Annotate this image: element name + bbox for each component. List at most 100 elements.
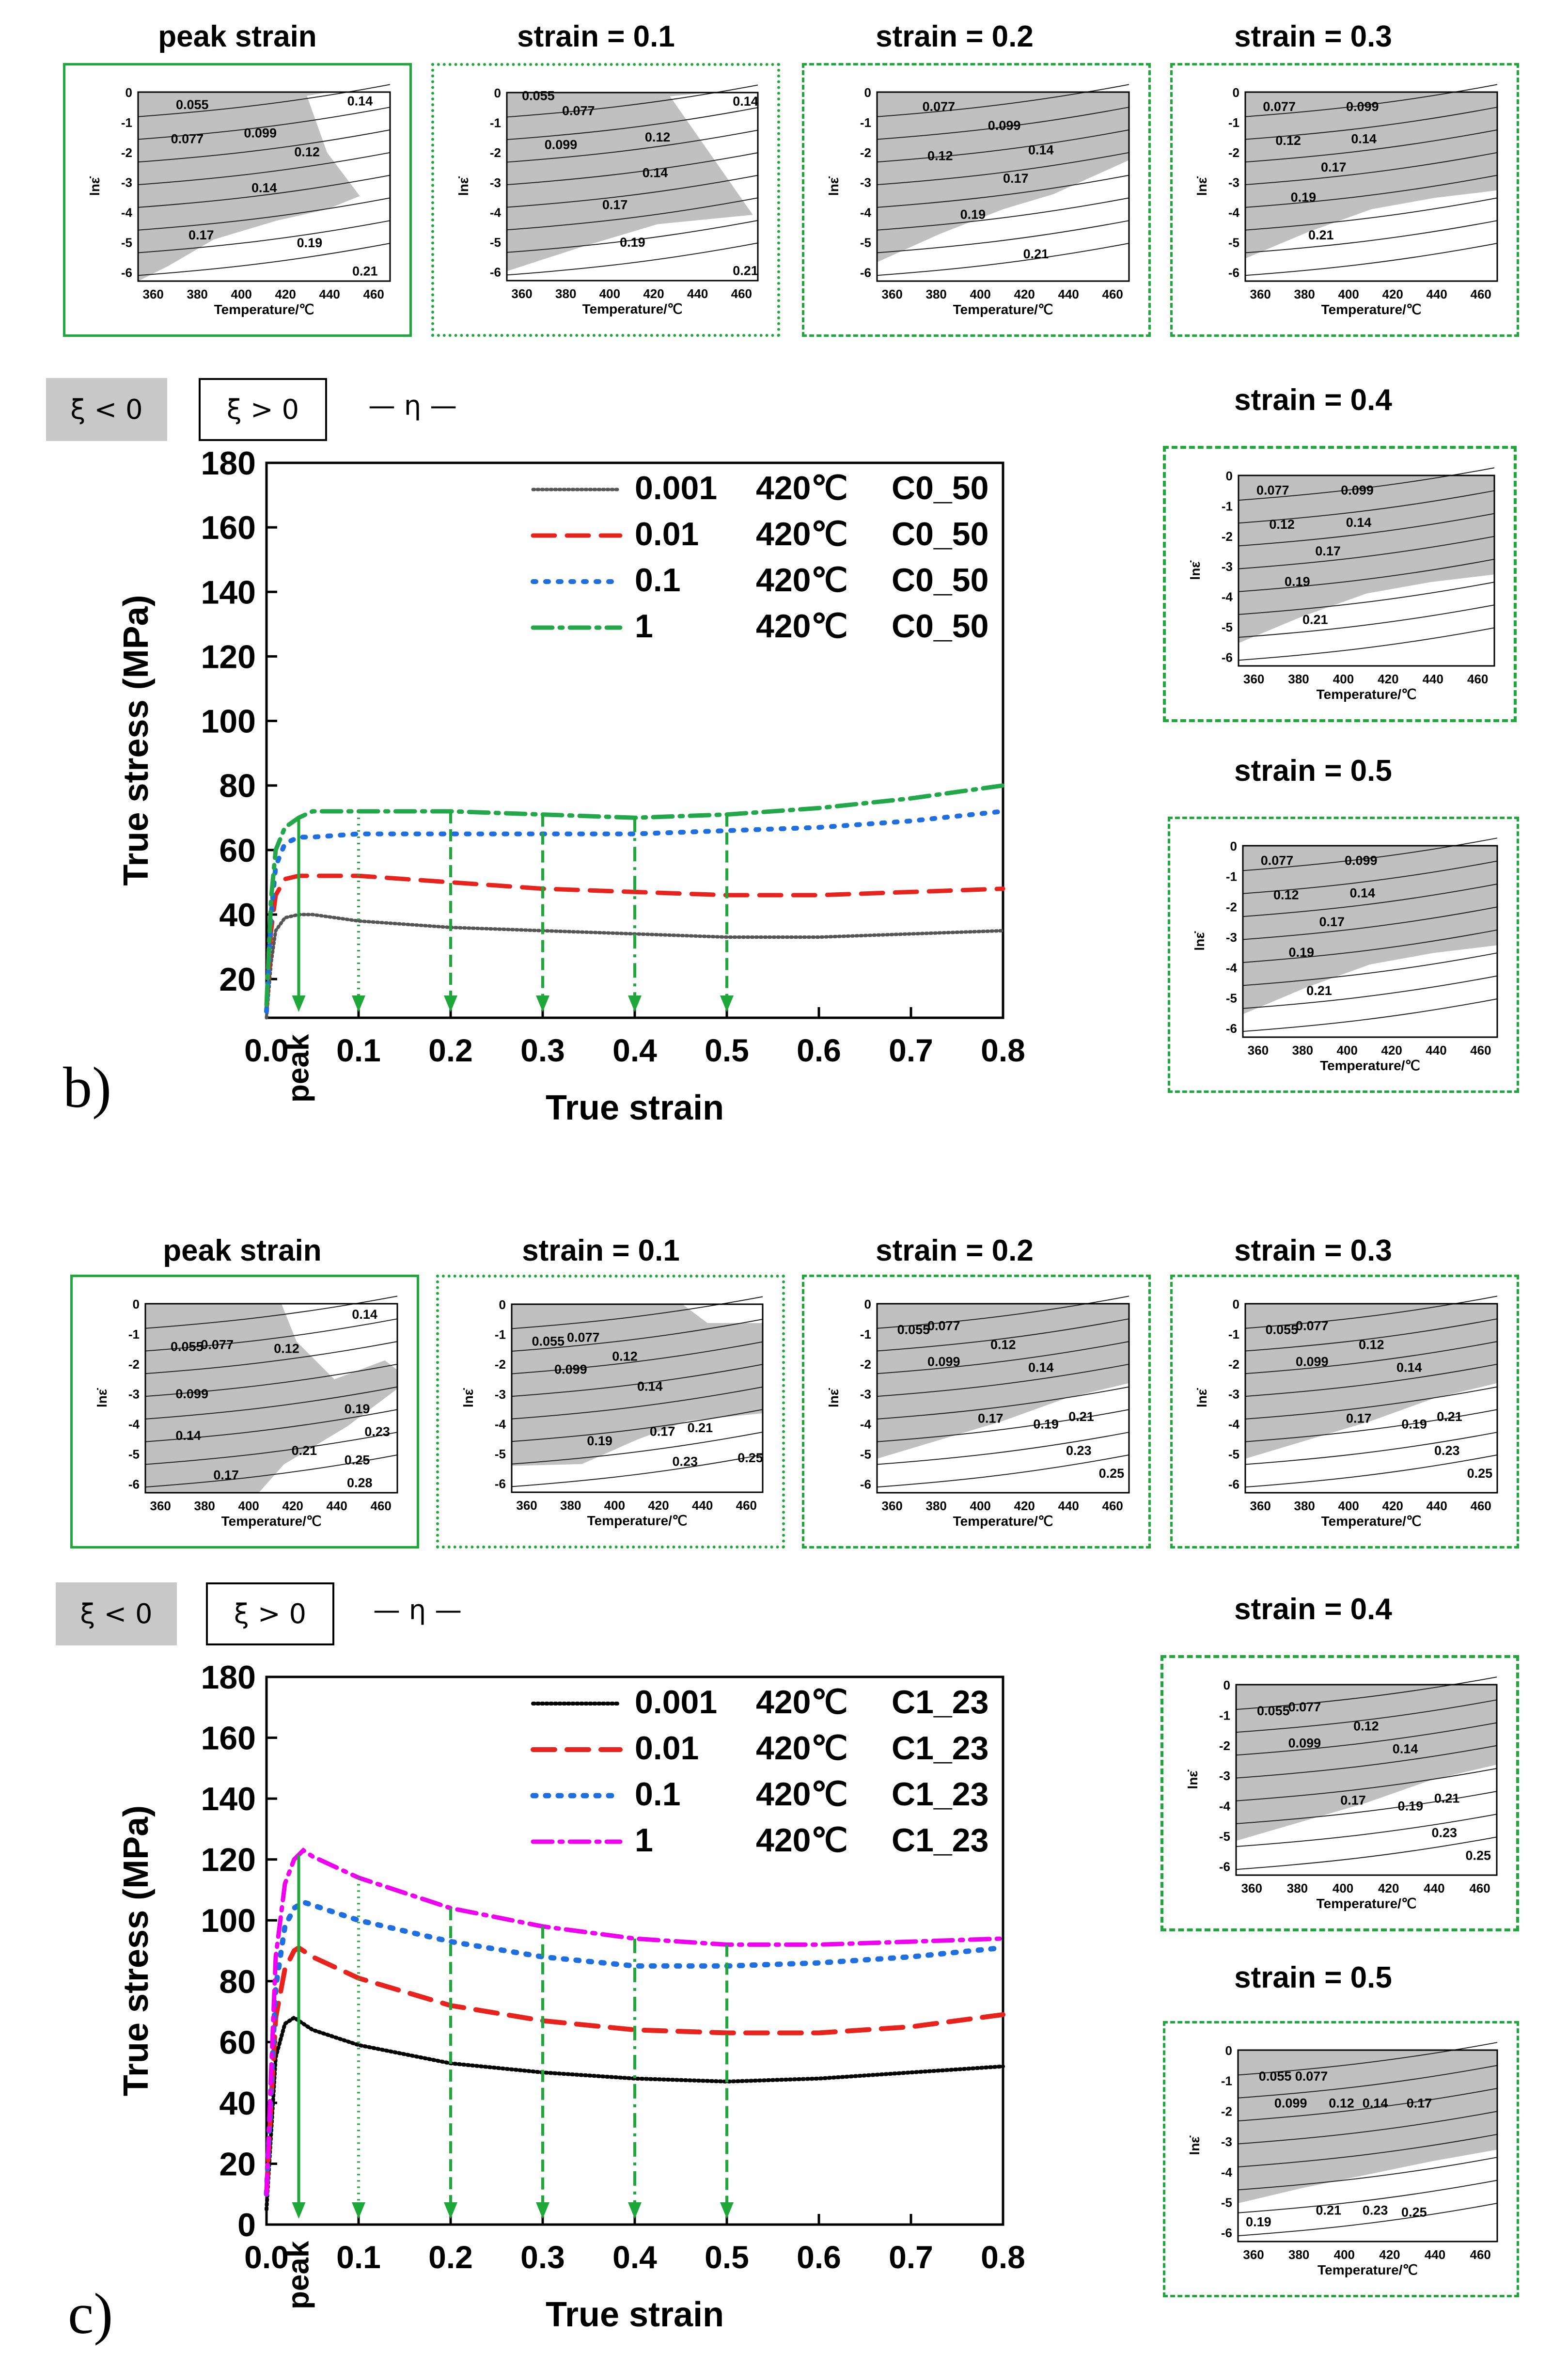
- peak-label: peak: [282, 2241, 315, 2309]
- map-xtick: 440: [1424, 1881, 1444, 1895]
- contour-label: 0.14: [1396, 1360, 1422, 1374]
- processing-map: 0 -1 -2 -3 -4 -5 -6 lnε̇ 360 380 400 420 440 460 Tempe…: [1168, 817, 1519, 1093]
- contour-label: 0.17: [188, 228, 214, 242]
- contour-label: 0.077: [1261, 853, 1294, 868]
- map-xtick: 440: [1058, 287, 1079, 301]
- map-xlabel: Temperature/℃: [587, 1513, 688, 1528]
- map-frame: [876, 1303, 1130, 1494]
- x-tick-label: 0.0: [244, 1032, 289, 1068]
- processing-map: 0 -1 -2 -3 -4 -5 -6 lnε̇ 360 380 400 420 440 460 Tempe…: [1160, 1655, 1519, 1931]
- processing-map: 0 -1 -2 -3 -4 -5 -6 lnε̇ 360 380 400 420 440 460 Tempe…: [63, 63, 412, 337]
- map-ytick: -2: [1226, 900, 1237, 914]
- contour-label: 0.14: [643, 166, 668, 180]
- efficiency-contour-line: [511, 1409, 763, 1442]
- contour-label: 0.19: [1291, 190, 1317, 205]
- contour-label: 0.17: [1346, 1411, 1372, 1426]
- legend-temp: 420℃: [756, 1684, 848, 1721]
- contour-label: 0.077: [567, 1330, 600, 1345]
- contour-label: 0.12: [1275, 133, 1301, 148]
- map-ylabel: lnε̇: [1194, 1388, 1209, 1407]
- x-tick-label: 0.7: [889, 2239, 933, 2275]
- contour-label: 0.099: [927, 1355, 960, 1369]
- map-ytick: -4: [495, 1417, 506, 1431]
- efficiency-contour-line: [511, 1454, 763, 1487]
- unstable-region: [1238, 2050, 1497, 2203]
- x-tick-label: 0.3: [520, 1032, 565, 1068]
- efficiency-contour-line: [138, 129, 391, 163]
- map-ytick: -2: [1219, 1738, 1230, 1753]
- processing-map: 0 -1 -2 -3 -4 -5 -6 lnε̇ 360 380 400 420 440 460 Tempe…: [802, 63, 1151, 337]
- map-frame: [511, 1303, 764, 1493]
- contour-label: 0.19: [587, 1434, 612, 1448]
- efficiency-contour-line: [511, 1364, 763, 1397]
- efficiency-contour-line: [1236, 1722, 1497, 1756]
- map-xtick: 440: [1425, 2247, 1445, 2262]
- contour-label: 0.19: [297, 236, 323, 250]
- map-xlabel: Temperature/℃: [214, 302, 314, 317]
- contour-label: 0.23: [1434, 1443, 1460, 1458]
- map-ytick: -2: [490, 145, 501, 160]
- efficiency-contour-line: [145, 1386, 398, 1420]
- contour-label: 0.25: [1099, 1466, 1125, 1481]
- unstable-region: [1245, 1304, 1497, 1459]
- map-ytick: -2: [128, 1357, 140, 1372]
- contour-label: 0.099: [175, 1387, 208, 1401]
- map-xtick: 360: [1243, 672, 1264, 686]
- contour-label: 0.25: [345, 1453, 370, 1468]
- map-ytick: -5: [1228, 1447, 1239, 1462]
- y-tick-label: 80: [219, 768, 256, 805]
- map-title: strain = 0.3: [1234, 20, 1392, 53]
- x-tick-label: 0.7: [889, 1032, 933, 1068]
- map-title: peak strain: [163, 1234, 322, 1267]
- map-xtick: 380: [560, 1498, 581, 1513]
- map-xtick: 380: [1292, 1043, 1313, 1058]
- map-xtick: 440: [1427, 1499, 1447, 1513]
- efficiency-contour-line: [138, 220, 391, 253]
- map-ytick: -1: [128, 1327, 140, 1342]
- efficiency-contour-line: [506, 220, 758, 253]
- contour-label: 0.17: [1321, 160, 1347, 174]
- efficiency-contour-line: [877, 220, 1129, 253]
- map-xtick: 380: [555, 286, 576, 301]
- map-ytick: -6: [1228, 265, 1239, 280]
- map-ytick: 0: [1230, 839, 1237, 853]
- panel-label: b): [63, 1055, 111, 1120]
- contour-label: 0.17: [1407, 2096, 1432, 2111]
- contour-label: 0.21: [1023, 247, 1049, 261]
- efficiency-contour-line: [1242, 884, 1498, 917]
- map-title: strain = 0.3: [1234, 1234, 1392, 1267]
- map-frame: [137, 91, 391, 282]
- map-ytick: 0: [1233, 85, 1239, 100]
- map-ytick: -1: [490, 116, 501, 130]
- map-ytick: -1: [1222, 499, 1233, 513]
- map-frame: [144, 1303, 398, 1494]
- efficiency-contour-line: [1236, 1836, 1497, 1870]
- strain-marker-arrow: [444, 995, 457, 1012]
- contour-label: 0.14: [175, 1428, 201, 1443]
- map-ylabel: lnε̇: [94, 1388, 110, 1407]
- map-xtick: 420: [1382, 287, 1403, 301]
- map-frame: [1244, 91, 1498, 282]
- contour-label: 0.077: [171, 131, 204, 146]
- map-xtick: 360: [882, 1499, 903, 1513]
- contour-label: 0.12: [1269, 517, 1295, 532]
- efficiency-contour-line: [138, 107, 391, 140]
- contour-label: 0.077: [1288, 1700, 1321, 1714]
- y-tick-label: 60: [219, 2024, 256, 2061]
- map-ytick: -4: [1221, 2165, 1233, 2179]
- contour-label: 0.14: [352, 1307, 377, 1322]
- contour-label: 0.17: [1315, 544, 1341, 558]
- y-tick-label: 80: [219, 1963, 256, 2000]
- legend-rate: 1: [635, 608, 653, 645]
- processing-map: 0 -1 -2 -3 -4 -5 -6 lnε̇ 360 380 400 420 440 460 Tempe…: [1163, 446, 1517, 722]
- processing-map: 0 -1 -2 -3 -4 -5 -6 lnε̇ 360 380 400 420 440 460 Tempe…: [1170, 63, 1519, 337]
- map-ylabel: lnε̇: [1187, 2135, 1202, 2155]
- efficiency-contour-line: [145, 1454, 398, 1488]
- map-xlabel: Temperature/℃: [1321, 1514, 1422, 1529]
- map-frame: [506, 92, 759, 282]
- map-xtick: 400: [970, 1499, 991, 1513]
- y-tick-label: 120: [201, 1842, 256, 1879]
- contour-label: 0.17: [650, 1424, 675, 1439]
- map-ytick: -3: [128, 1387, 140, 1402]
- map-ytick: -3: [860, 175, 871, 190]
